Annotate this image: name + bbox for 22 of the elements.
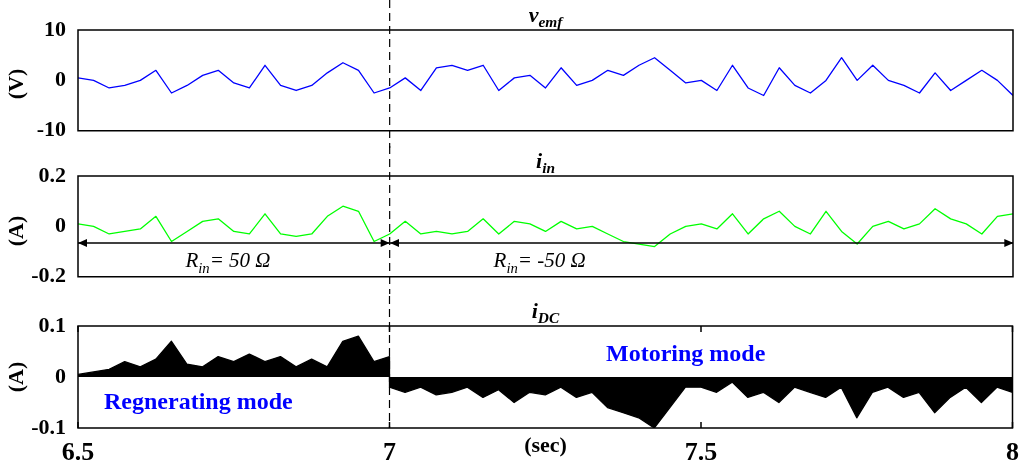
chart-title: i$_{DC}$ xyxy=(531,298,560,328)
y-tick-label: 10 xyxy=(44,15,66,41)
annotation: Motoring mode xyxy=(606,340,766,367)
x-tick-label: 7 xyxy=(383,437,396,467)
chart-title: i$_{in}$ xyxy=(536,148,555,178)
x-tick-label: 7.5 xyxy=(684,437,718,467)
chart-title: v$_{emf}$ xyxy=(528,2,563,32)
y-tick-label: -0.2 xyxy=(31,262,66,288)
x-axis-title: (sec) xyxy=(524,432,567,458)
x-tick-label: 6.5 xyxy=(61,437,95,467)
y-axis-title: (A) xyxy=(3,215,29,247)
y-tick-label: 0 xyxy=(55,362,66,388)
annotation: Regnerating mode xyxy=(104,388,293,415)
y-tick-label: -10 xyxy=(36,116,66,142)
y-tick-label: 0 xyxy=(55,212,66,238)
y-tick-label: -0.1 xyxy=(31,413,66,439)
y-tick-label: 0.2 xyxy=(38,161,66,187)
y-tick-label: 0.1 xyxy=(38,311,66,337)
y-axis-title: (A) xyxy=(3,361,29,393)
y-tick-label: 0 xyxy=(55,66,66,92)
x-tick-label: 8 xyxy=(1006,437,1019,467)
y-axis-title: (V) xyxy=(3,68,29,100)
